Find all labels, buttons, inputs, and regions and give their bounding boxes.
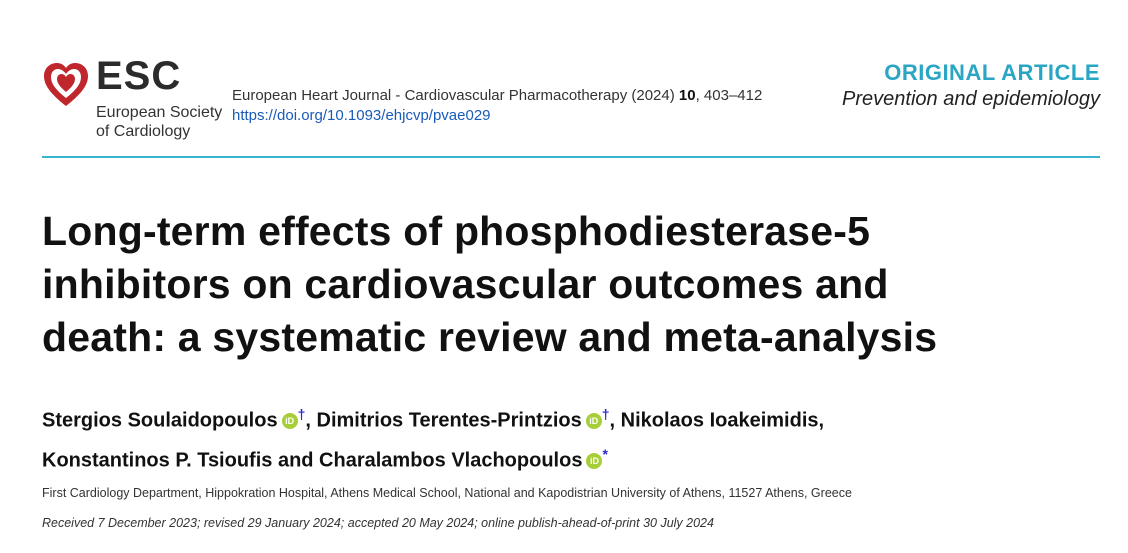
article-title: Long-term effects of phosphodiesterase-5… [42,205,1102,364]
author-name: Nikolaos Ioakeimidis, [620,409,825,432]
title-line: Long-term effects of phosphodiesterase-5 [42,208,871,254]
esc-name-line1: European Society [96,104,223,121]
author-list: Stergios Soulaidopoulos iD †, Dimitrios Te… [42,398,1112,477]
esc-abbr: ESC [96,54,182,98]
title-line: death: a systematic review and meta-anal… [42,314,938,360]
article-section: Prevention and epidemiology [842,88,1100,110]
esc-name-line2: of Cardiology [96,123,191,140]
journal-pages: , 403–412 [695,87,763,104]
author-name: Dimitrios Terentes-Printzios [316,409,582,432]
esc-heart-icon [44,63,88,106]
author-name: Konstantinos P. Tsioufis and Charalambos… [42,449,583,472]
journal-volume: 10 [678,87,696,104]
author-separator: , [609,409,621,432]
title-line: inhibitors on cardiovascular outcomes an… [42,261,889,307]
orcid-icon[interactable]: iD [585,413,602,430]
author-footnote-mark: † [297,406,306,422]
article-type: ORIGINAL ARTICLE Prevention and epidemio… [842,60,1100,111]
orcid-icon[interactable]: iD [281,413,298,430]
author-separator: , [305,409,317,432]
journal-citation: European Heart Journal - Cardiovascular … [232,86,762,126]
journal-line: European Heart Journal - Cardiovascular … [232,86,762,106]
article-kind: ORIGINAL ARTICLE [884,60,1100,85]
journal-name: European Heart Journal - Cardiovascular … [232,87,675,104]
doi-link[interactable]: https://doi.org/10.1093/ehjcvp/pvae029 [232,107,491,124]
received-dates: Received 7 December 2023; revised 29 Jan… [42,516,714,530]
orcid-icon[interactable]: iD [586,453,603,470]
author-footnote-mark: † [601,406,610,422]
corresponding-author-mark: * [602,445,608,462]
esc-logo: ESC European Society of Cardiology [42,54,242,150]
author-name: Stergios Soulaidopoulos [42,409,278,432]
header-divider [42,156,1100,158]
affiliation: First Cardiology Department, Hippokratio… [42,486,852,500]
esc-name: European Society of Cardiology [96,103,222,141]
